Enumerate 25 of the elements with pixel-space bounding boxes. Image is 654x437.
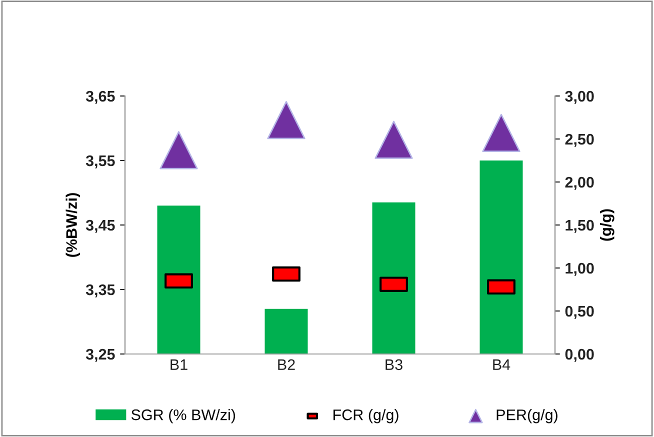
x-tick-label: B4 xyxy=(493,359,510,370)
y2-tick-label: 1,50 xyxy=(566,220,594,233)
y2-tick-label: 1,00 xyxy=(566,262,594,276)
y-tick-label: 3,45 xyxy=(86,220,115,233)
y-axis-title: (%BW/zi) xyxy=(66,193,80,257)
x-tick-label: B3 xyxy=(386,359,402,370)
x-tick-label: B2 xyxy=(278,359,295,370)
x-tick-label: B1 xyxy=(170,359,188,370)
point xyxy=(482,114,520,152)
y2-tick-label: 0,00 xyxy=(565,348,594,362)
point xyxy=(160,131,198,170)
legend-label: FCR (g/g) xyxy=(334,409,398,424)
y2-tick-label: 3,00 xyxy=(565,90,594,104)
y2-tick-label: 2,50 xyxy=(565,134,594,147)
point xyxy=(374,120,413,159)
y2-tick-label: 2,00 xyxy=(565,176,594,190)
y-tick-label: 3,35 xyxy=(86,284,115,298)
y-tick-label: 3,25 xyxy=(86,348,115,362)
legend-label: SGR (% BW/zi) xyxy=(131,409,236,424)
y-tick-label: 3,55 xyxy=(86,155,115,168)
legend-label: PER(g/g) xyxy=(496,409,558,424)
y2-tick-label: 0,50 xyxy=(565,306,594,319)
point xyxy=(267,101,306,140)
y2-axis-title: (g/g) xyxy=(600,209,614,241)
y-tick-label: 3,65 xyxy=(86,90,115,104)
